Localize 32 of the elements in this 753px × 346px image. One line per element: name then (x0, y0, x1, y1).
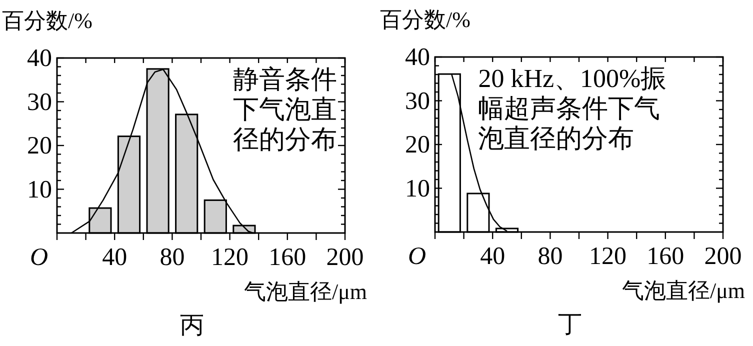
y-axis-title: 百分数/% (380, 7, 470, 32)
annotation: 20 kHz、100%振 (478, 64, 667, 93)
y-tick-label: 30 (27, 88, 52, 116)
x-tick-label: 80 (538, 243, 563, 270)
x-tick-label: 120 (589, 243, 627, 270)
annotation: 静音条件 (233, 65, 337, 94)
y-tick-label: 10 (27, 176, 52, 204)
y-axis-title: 百分数/% (2, 8, 92, 33)
annotation: 下气泡直 (233, 95, 337, 124)
text: 丁 (558, 312, 582, 338)
x-tick-label: 160 (646, 243, 684, 270)
x-tick-label: 80 (160, 244, 185, 271)
text: 丙 (180, 313, 204, 339)
x-tick-label: O (30, 244, 48, 271)
x-tick-label: 160 (268, 244, 306, 271)
x-axis-title: 气泡直径/μm (622, 278, 745, 303)
y-tick-label: 30 (405, 88, 430, 115)
y-tick-label: 40 (27, 45, 52, 72)
x-tick-label: 200 (326, 244, 364, 271)
y-tick-label: 20 (27, 132, 52, 160)
x-tick-label: O (408, 243, 426, 270)
x-tick-label: 40 (102, 244, 128, 271)
x-tick-label: 40 (480, 243, 506, 270)
x-tick-label: 200 (704, 243, 742, 270)
x-tick-label: 120 (211, 244, 249, 271)
y-tick-label: 40 (405, 44, 430, 71)
x-axis-title: 气泡直径/μm (244, 279, 367, 304)
y-tick-label: 10 (405, 175, 430, 202)
annotation: 幅超声条件下气 (478, 94, 660, 123)
y-tick-label: 20 (405, 132, 430, 158)
annotation: 泡直径的分布 (478, 124, 634, 153)
annotation: 径的分布 (233, 125, 337, 154)
